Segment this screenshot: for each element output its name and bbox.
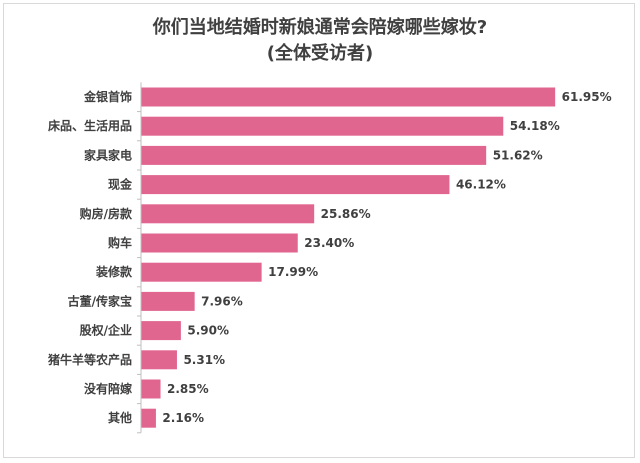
category-label: 家具家电	[84, 147, 132, 162]
category-label: 股权/企业	[80, 323, 132, 338]
bar-古董-传家宝	[141, 291, 195, 311]
category-label: 猪牛羊等农产品	[47, 352, 132, 367]
category-label: 装修款	[95, 264, 133, 279]
bar-购车	[141, 233, 298, 253]
category-label: 古董/传家宝	[68, 293, 132, 308]
value-label: 5.90%	[187, 324, 229, 338]
bar-股权-企业	[141, 321, 181, 341]
value-label: 25.86%	[321, 207, 371, 221]
category-label: 床品、生活用品	[48, 118, 132, 133]
chart-frame	[3, 3, 635, 458]
category-label: 金银首饰	[83, 89, 132, 104]
value-label: 61.95%	[562, 90, 612, 104]
value-label: 2.85%	[167, 382, 209, 396]
bar-没有陪嫁	[141, 379, 161, 399]
category-label: 现金	[108, 177, 133, 192]
bar-现金	[141, 175, 450, 195]
value-label: 7.96%	[201, 294, 243, 308]
category-label: 购房/房款	[80, 206, 133, 221]
category-label: 购车	[108, 235, 132, 250]
chart-subtitle: (全体受访者)	[266, 43, 374, 64]
bar-金银首饰	[141, 87, 556, 107]
bar-猪牛羊等农产品	[141, 350, 177, 370]
value-label: 23.40%	[304, 236, 354, 250]
chart-title: 你们当地结婚时新娘通常会陪嫁哪些嫁妆?	[152, 17, 488, 38]
category-label: 没有陪嫁	[84, 381, 132, 396]
value-label: 17.99%	[268, 265, 318, 279]
value-label: 51.62%	[493, 148, 543, 162]
value-label: 46.12%	[456, 178, 506, 192]
value-label: 2.16%	[162, 411, 204, 425]
value-label: 54.18%	[510, 119, 560, 133]
bar-其他	[141, 408, 156, 428]
bar-购房-房款	[141, 204, 315, 224]
bar-床品-生活用品	[141, 116, 504, 136]
bar-家具家电	[141, 145, 487, 165]
value-label: 5.31%	[183, 353, 225, 367]
bar-装修款	[141, 262, 262, 282]
category-label: 其他	[108, 410, 132, 425]
